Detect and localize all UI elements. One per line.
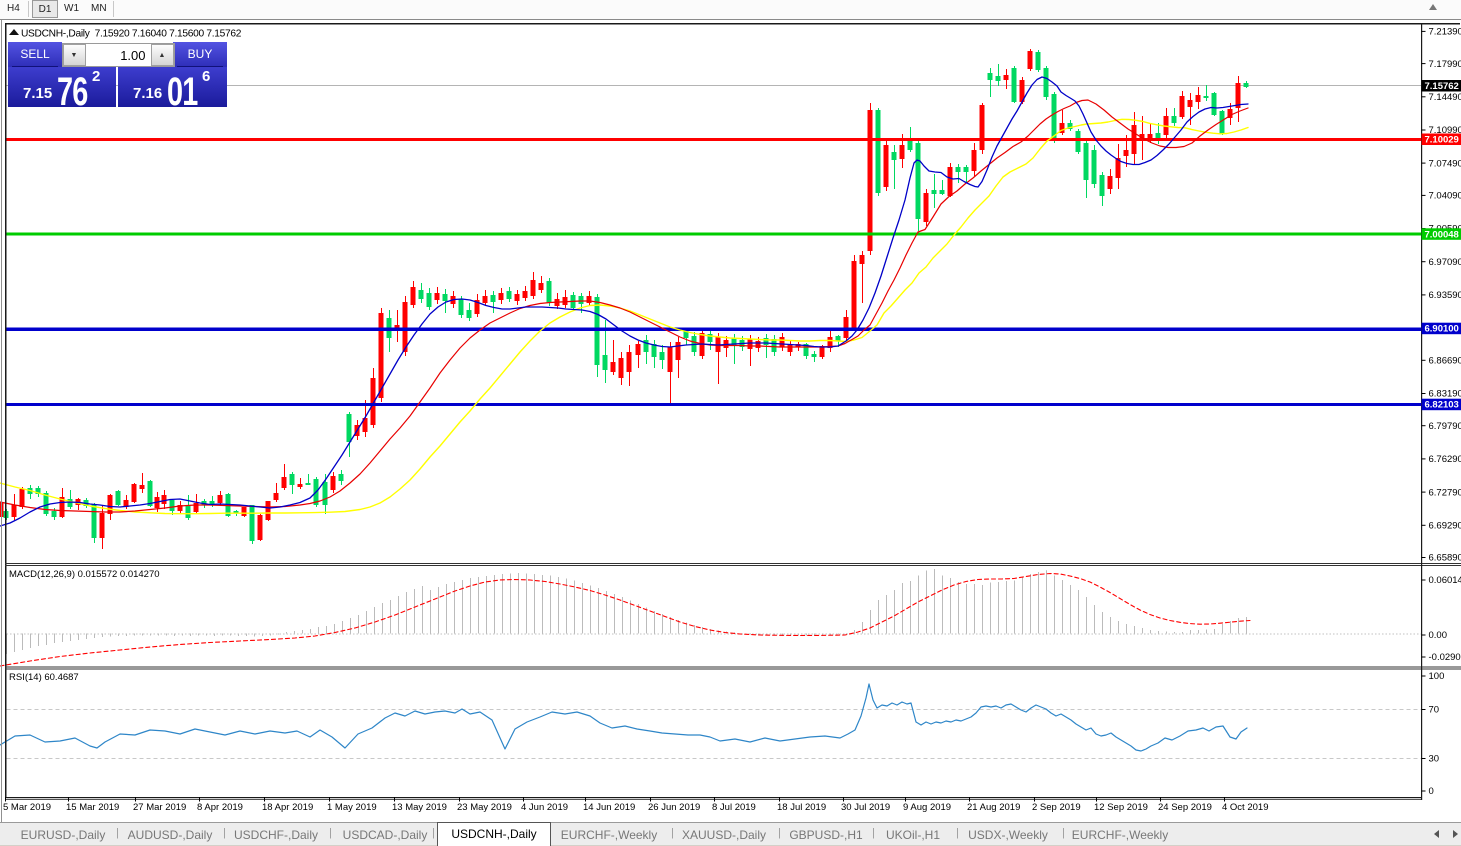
svg-text:6.79790: 6.79790 [1429, 421, 1461, 432]
svg-text:1 May 2019: 1 May 2019 [327, 802, 377, 813]
svg-text:7.10029: 7.10029 [1425, 135, 1459, 146]
svg-text:24 Sep 2019: 24 Sep 2019 [1158, 802, 1212, 813]
svg-text:6.90100: 6.90100 [1425, 324, 1459, 335]
svg-text:6.69290: 6.69290 [1429, 521, 1461, 532]
svg-text:8 Jul 2019: 8 Jul 2019 [712, 802, 756, 813]
svg-text:30 Jul 2019: 30 Jul 2019 [841, 802, 890, 813]
svg-text:14 Jun 2019: 14 Jun 2019 [583, 802, 635, 813]
svg-text:2 Sep 2019: 2 Sep 2019 [1032, 802, 1081, 813]
svg-text:0: 0 [1429, 786, 1434, 797]
svg-text:7.21390: 7.21390 [1429, 27, 1461, 38]
svg-text:6.72790: 6.72790 [1429, 487, 1461, 498]
svg-text:8 Apr 2019: 8 Apr 2019 [197, 802, 243, 813]
svg-text:0.00: 0.00 [1429, 630, 1448, 641]
svg-text:6.97090: 6.97090 [1429, 257, 1461, 268]
svg-text:-0.029064: -0.029064 [1429, 652, 1461, 663]
svg-text:26 Jun 2019: 26 Jun 2019 [648, 802, 700, 813]
svg-text:4 Oct 2019: 4 Oct 2019 [1222, 802, 1268, 813]
svg-text:7.17990: 7.17990 [1429, 59, 1461, 70]
svg-text:21 Aug 2019: 21 Aug 2019 [967, 802, 1020, 813]
svg-text:7.04090: 7.04090 [1429, 191, 1461, 202]
svg-text:7.07490: 7.07490 [1429, 158, 1461, 169]
svg-text:6.93590: 6.93590 [1429, 290, 1461, 301]
svg-text:100: 100 [1429, 671, 1445, 682]
svg-text:7.15762: 7.15762 [1425, 81, 1459, 92]
svg-text:18 Jul 2019: 18 Jul 2019 [777, 802, 826, 813]
svg-text:6.82103: 6.82103 [1425, 400, 1459, 411]
svg-text:MACD(12,26,9) 0.015572 0.01427: MACD(12,26,9) 0.015572 0.014270 [9, 569, 160, 580]
svg-text:9 Aug 2019: 9 Aug 2019 [903, 802, 951, 813]
svg-text:5 Mar 2019: 5 Mar 2019 [3, 802, 51, 813]
svg-text:23 May 2019: 23 May 2019 [457, 802, 512, 813]
svg-text:6.65890: 6.65890 [1429, 553, 1461, 564]
svg-text:7.14490: 7.14490 [1429, 92, 1461, 103]
svg-text:RSI(14) 60.4687: RSI(14) 60.4687 [9, 672, 79, 683]
svg-text:12 Sep 2019: 12 Sep 2019 [1094, 802, 1148, 813]
svg-text:6.86690: 6.86690 [1429, 356, 1461, 367]
svg-text:7.00048: 7.00048 [1425, 229, 1459, 240]
svg-text:15 Mar 2019: 15 Mar 2019 [66, 802, 119, 813]
svg-text:27 Mar 2019: 27 Mar 2019 [133, 802, 186, 813]
svg-text:USDCNH-,Daily 7.15920 7.16040: USDCNH-,Daily 7.15920 7.16040 7.15600 7.… [21, 29, 242, 40]
svg-text:70: 70 [1429, 705, 1440, 716]
svg-text:6.83190: 6.83190 [1429, 389, 1461, 400]
svg-text:18 Apr 2019: 18 Apr 2019 [262, 802, 313, 813]
svg-text:13 May 2019: 13 May 2019 [392, 802, 447, 813]
svg-text:4 Jun 2019: 4 Jun 2019 [521, 802, 568, 813]
svg-text:0.060146: 0.060146 [1429, 575, 1461, 586]
svg-text:6.76290: 6.76290 [1429, 454, 1461, 465]
svg-text:30: 30 [1429, 754, 1440, 765]
